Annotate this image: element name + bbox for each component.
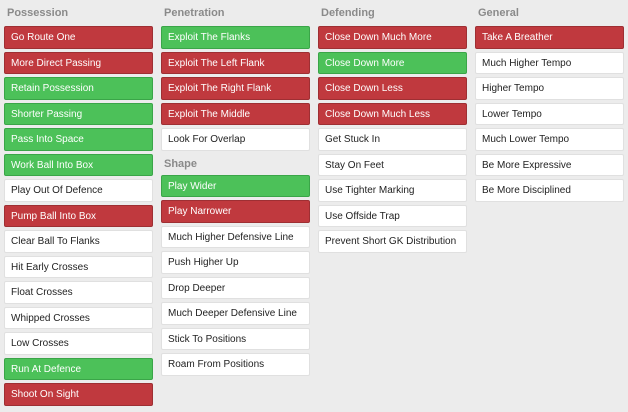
- instruction-play-out-of-defence[interactable]: Play Out Of Defence: [4, 179, 153, 202]
- instruction-whipped-crosses[interactable]: Whipped Crosses: [4, 306, 153, 329]
- section-title-shape: Shape: [164, 157, 198, 170]
- instruction-be-more-disciplined[interactable]: Be More Disciplined: [475, 179, 624, 202]
- instruction-list: Go Route One More Direct Passing Retain Po…: [2, 26, 155, 406]
- instruction-much-deeper-defensive-line[interactable]: Much Deeper Defensive Line: [161, 302, 310, 325]
- instruction-take-a-breather[interactable]: Take A Breather: [475, 26, 624, 49]
- instruction-run-at-defence[interactable]: Run At Defence: [4, 357, 153, 380]
- instruction-be-more-expressive[interactable]: Be More Expressive: [475, 153, 624, 176]
- instruction-hit-early-crosses[interactable]: Hit Early Crosses: [4, 255, 153, 278]
- instruction-look-for-overlap[interactable]: Look For Overlap: [161, 128, 310, 151]
- instruction-close-down-much-less[interactable]: Close Down Much Less: [318, 102, 467, 125]
- column-possession: Possession Go Route One More Direct Passi…: [2, 0, 155, 406]
- instruction-pump-ball-into-box[interactable]: Pump Ball Into Box: [4, 204, 153, 227]
- instruction-lower-tempo[interactable]: Lower Tempo: [475, 102, 624, 125]
- instruction-list: Exploit The Flanks Exploit The Left Flank…: [159, 26, 312, 151]
- instruction-exploit-the-left-flank[interactable]: Exploit The Left Flank: [161, 51, 310, 74]
- instruction-higher-tempo[interactable]: Higher Tempo: [475, 77, 624, 100]
- instruction-close-down-much-more[interactable]: Close Down Much More: [318, 26, 467, 49]
- instruction-get-stuck-in[interactable]: Get Stuck In: [318, 128, 467, 151]
- column-title: General: [478, 7, 519, 19]
- instruction-retain-possession[interactable]: Retain Possession: [4, 77, 153, 100]
- instruction-more-direct-passing[interactable]: More Direct Passing: [4, 51, 153, 74]
- instruction-float-crosses[interactable]: Float Crosses: [4, 281, 153, 304]
- column-title: Penetration: [164, 7, 225, 19]
- instruction-close-down-less[interactable]: Close Down Less: [318, 77, 467, 100]
- column-penetration: Penetration Exploit The Flanks Exploit Th…: [159, 0, 312, 376]
- column-general: General Take A Breather Much Higher Tempo…: [473, 0, 626, 202]
- instruction-use-tighter-marking[interactable]: Use Tighter Marking: [318, 179, 467, 202]
- column-title: Possession: [7, 7, 69, 19]
- instruction-stay-on-feet[interactable]: Stay On Feet: [318, 153, 467, 176]
- instruction-go-route-one[interactable]: Go Route One: [4, 26, 153, 49]
- instruction-stick-to-positions[interactable]: Stick To Positions: [161, 327, 310, 350]
- instruction-list: Take A Breather Much Higher Tempo Higher T…: [473, 26, 626, 202]
- instruction-drop-deeper[interactable]: Drop Deeper: [161, 276, 310, 299]
- instruction-much-higher-defensive-line[interactable]: Much Higher Defensive Line: [161, 225, 310, 248]
- instruction-pass-into-space[interactable]: Pass Into Space: [4, 128, 153, 151]
- instruction-work-ball-into-box[interactable]: Work Ball Into Box: [4, 153, 153, 176]
- instruction-exploit-the-flanks[interactable]: Exploit The Flanks: [161, 26, 310, 49]
- column-defending: Defending Close Down Much More Close Down…: [316, 0, 469, 253]
- instruction-prevent-short-gk-distribution[interactable]: Prevent Short GK Distribution: [318, 230, 467, 253]
- instruction-use-offside-trap[interactable]: Use Offside Trap: [318, 204, 467, 227]
- instruction-clear-ball-to-flanks[interactable]: Clear Ball To Flanks: [4, 230, 153, 253]
- instruction-close-down-more[interactable]: Close Down More: [318, 51, 467, 74]
- instruction-list: Play Wider Play Narrower Much Higher Defen…: [159, 174, 312, 376]
- instruction-push-higher-up[interactable]: Push Higher Up: [161, 251, 310, 274]
- instruction-list: Close Down Much More Close Down More Close…: [316, 26, 469, 253]
- instruction-roam-from-positions[interactable]: Roam From Positions: [161, 353, 310, 376]
- instruction-play-narrower[interactable]: Play Narrower: [161, 200, 310, 223]
- instruction-exploit-the-middle[interactable]: Exploit The Middle: [161, 102, 310, 125]
- instruction-low-crosses[interactable]: Low Crosses: [4, 332, 153, 355]
- instruction-much-lower-tempo[interactable]: Much Lower Tempo: [475, 128, 624, 151]
- instruction-shorter-passing[interactable]: Shorter Passing: [4, 102, 153, 125]
- instruction-exploit-the-right-flank[interactable]: Exploit The Right Flank: [161, 77, 310, 100]
- instruction-much-higher-tempo[interactable]: Much Higher Tempo: [475, 51, 624, 74]
- column-title: Defending: [321, 7, 375, 19]
- instruction-shoot-on-sight[interactable]: Shoot On Sight: [4, 383, 153, 406]
- instruction-play-wider[interactable]: Play Wider: [161, 174, 310, 197]
